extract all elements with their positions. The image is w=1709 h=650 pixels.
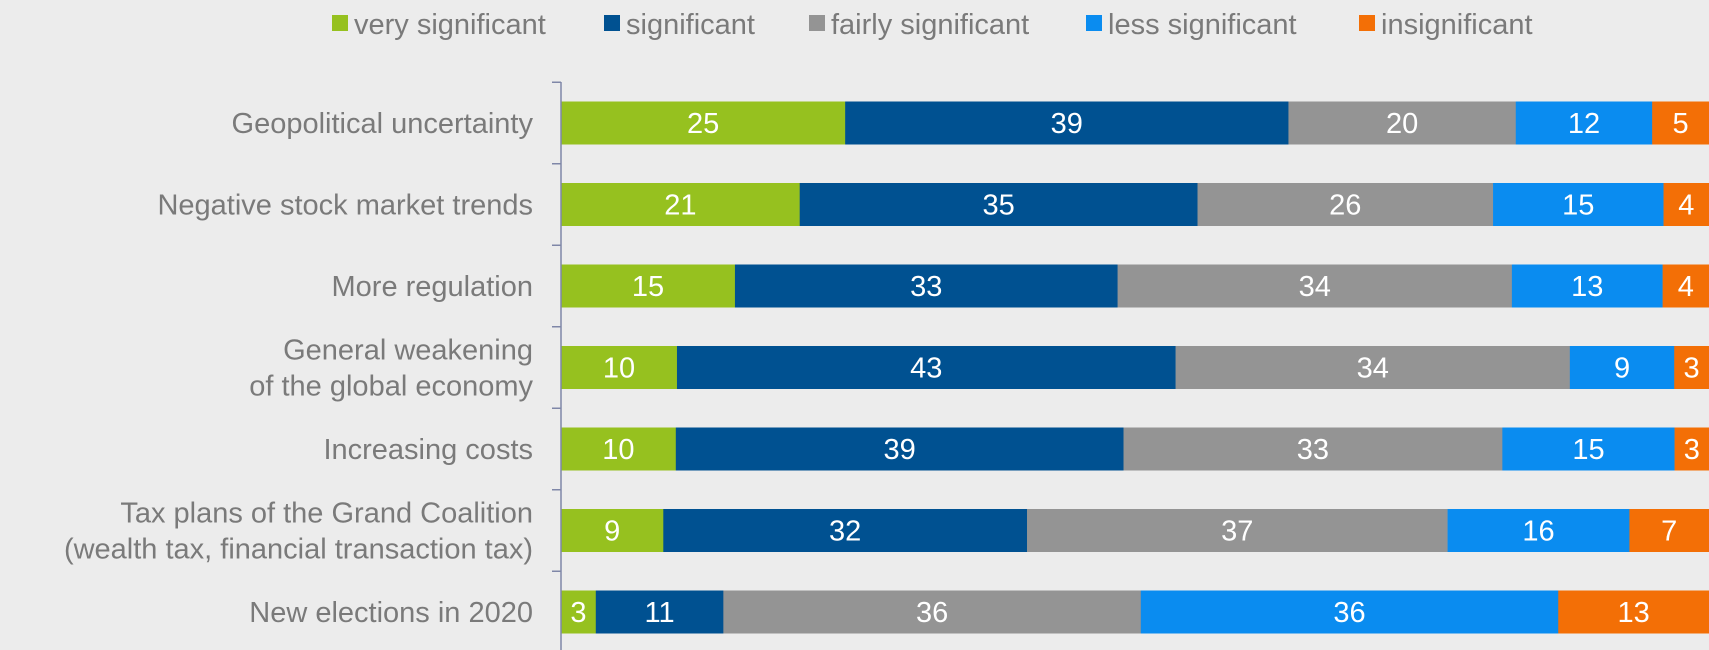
bar-segment	[1288, 101, 1517, 145]
bar-segment	[1447, 509, 1630, 552]
bar-segment	[1662, 264, 1709, 308]
bar-segment	[1117, 264, 1513, 308]
bar-value-label: 39	[884, 434, 916, 466]
bar-segment	[1674, 427, 1709, 471]
bar-value-label: 9	[1614, 353, 1630, 385]
bar-segment	[663, 509, 1028, 552]
legend: very significant significant fairly signif…	[332, 9, 1533, 41]
bar-segment	[1123, 427, 1503, 471]
bar-value-label: 35	[982, 190, 1014, 222]
bar-value-label: 34	[1357, 353, 1389, 385]
bar-value-label: 33	[910, 271, 942, 303]
bar-value-label: 26	[1329, 190, 1361, 222]
legend-swatch-1	[604, 15, 620, 31]
bar-segment	[561, 590, 597, 634]
bar-value-label: 13	[1571, 271, 1603, 303]
bar-segment	[561, 346, 678, 389]
bar-segment	[1175, 346, 1571, 389]
bar-value-label: 13	[1617, 597, 1649, 629]
bar-segment	[561, 509, 664, 552]
category-label: Negative stock market trends	[157, 190, 533, 222]
category-label: Tax plans of the Grand Coalition (wealth …	[64, 498, 533, 566]
bar-segment	[1140, 590, 1559, 634]
bar-segment	[561, 101, 846, 145]
bar-value-label: 3	[570, 597, 586, 629]
bar-value-label: 3	[1684, 353, 1700, 385]
bar-value-label: 21	[664, 190, 696, 222]
bar-segment	[1569, 346, 1675, 389]
bar-segment	[561, 427, 677, 471]
bar-segment	[1197, 183, 1494, 226]
bar-segment	[1493, 183, 1664, 226]
legend-swatch-4	[1359, 15, 1375, 31]
bar-segment	[561, 264, 736, 308]
bar-segment	[1558, 590, 1709, 634]
bar-segment	[1652, 101, 1709, 145]
bar-value-label: 4	[1678, 190, 1694, 222]
bar-value-label: 34	[1299, 271, 1331, 303]
bar-value-label: 16	[1522, 516, 1554, 548]
bar-segment	[799, 183, 1198, 226]
bar-value-label: 4	[1678, 271, 1694, 303]
bar-value-label: 10	[603, 353, 635, 385]
bar-value-label: 36	[1333, 597, 1365, 629]
bar-value-label: 15	[1572, 434, 1604, 466]
bar-value-label: 32	[829, 516, 861, 548]
bar-segment	[723, 590, 1142, 634]
bar-value-label: 20	[1386, 108, 1418, 140]
bar-segment	[734, 264, 1118, 308]
bar-segment	[1674, 346, 1709, 389]
bar-segment	[1515, 101, 1653, 145]
bar-segment	[1629, 509, 1709, 552]
legend-label-2: fairly significant	[831, 9, 1029, 41]
bar-segment	[1027, 509, 1448, 552]
category-label: General weakening of the global economy	[249, 335, 533, 403]
bar-value-label: 15	[1562, 190, 1594, 222]
category-label: Increasing costs	[323, 434, 533, 466]
category-label: New elections in 2020	[249, 597, 533, 629]
bar-segment	[676, 346, 1176, 389]
category-labels: Geopolitical uncertainty Negative stock m…	[64, 108, 534, 629]
bar-segment	[1663, 183, 1709, 226]
bar-segment	[845, 101, 1289, 145]
category-label: More regulation	[332, 271, 534, 303]
legend-swatch-3	[1086, 15, 1102, 31]
legend-label-1: significant	[626, 9, 755, 41]
bar-value-label: 9	[604, 516, 620, 548]
bar-value-label: 43	[910, 353, 942, 385]
legend-swatch-2	[809, 15, 825, 31]
bar-segment	[1502, 427, 1675, 471]
bar-segment	[595, 590, 724, 634]
bar-value-label: 12	[1568, 108, 1600, 140]
bar-value-label: 36	[916, 597, 948, 629]
bar-value-label: 5	[1673, 108, 1689, 140]
bar-segment	[561, 183, 800, 226]
category-axis	[552, 81, 562, 650]
legend-label-0: very significant	[354, 9, 546, 41]
bars: 25 39 20 12 521 35 26 15 415 33 34 13 410 43 34 9 310 39 3…	[561, 101, 1709, 634]
bar-value-label: 39	[1051, 108, 1083, 140]
bar-value-label: 3	[1684, 434, 1700, 466]
bar-segment	[675, 427, 1124, 471]
bar-value-label: 11	[645, 597, 675, 629]
bar-value-label: 7	[1661, 516, 1677, 548]
bar-value-label: 25	[687, 108, 719, 140]
bar-value-label: 33	[1297, 434, 1329, 466]
legend-label-3: less significant	[1108, 9, 1297, 41]
bar-value-label: 10	[602, 434, 634, 466]
bar-segment	[1511, 264, 1663, 308]
bar-value-label: 37	[1221, 516, 1253, 548]
legend-label-4: insignificant	[1381, 9, 1533, 41]
bar-value-label: 15	[632, 271, 664, 303]
legend-swatch-0	[332, 15, 348, 31]
category-label: Geopolitical uncertainty	[232, 108, 534, 140]
